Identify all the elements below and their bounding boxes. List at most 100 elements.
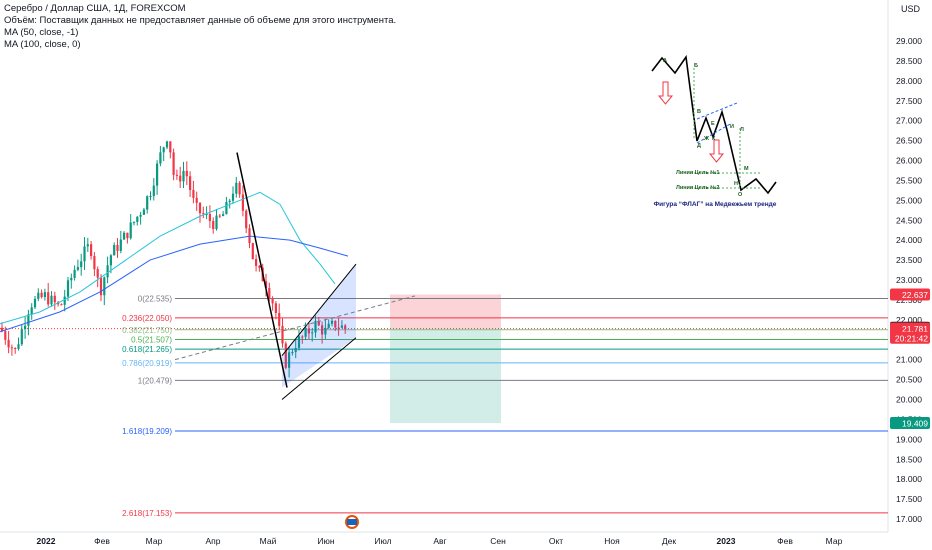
y-tick-label: 27.000	[896, 116, 922, 126]
candle-body	[251, 243, 254, 260]
candle-body	[330, 320, 334, 324]
y-tick-label: 18.000	[896, 474, 922, 484]
candle-body	[66, 280, 70, 297]
candle-body	[175, 174, 178, 176]
y-tick-label: 20.000	[896, 395, 922, 405]
inset-point-label: Н	[734, 181, 738, 187]
y-tick-label: 25.500	[896, 175, 922, 185]
inset-caption: Фигура “ФЛАГ” на Медвежьем тренде	[654, 201, 777, 208]
y-tick-label: 20.500	[896, 375, 922, 385]
inset-point-label: Л	[740, 127, 744, 133]
candle-body	[235, 182, 238, 194]
candle-body	[10, 347, 13, 349]
candle-body	[156, 163, 159, 186]
currency-label: USD	[900, 4, 920, 14]
y-tick-label: 21.000	[896, 355, 922, 365]
fib-level-label: 1(20.479)	[138, 376, 173, 385]
inset-flag-upper	[696, 102, 738, 120]
inset-point-label: А	[663, 58, 667, 64]
y-tick-label: 19.000	[896, 434, 922, 444]
candle-body	[337, 327, 340, 329]
candle-body	[70, 277, 73, 281]
x-tick-label: Окт	[549, 536, 563, 546]
ma-100-line	[0, 235, 349, 333]
candle-body	[109, 255, 112, 266]
candle-body	[271, 298, 274, 304]
candle-body	[334, 320, 337, 328]
candle-body	[129, 222, 132, 239]
candle-body	[314, 320, 317, 333]
candle-body	[50, 295, 53, 305]
candle-body	[169, 141, 172, 153]
volume-note: Объём: Поставщик данных не предоставляет…	[4, 15, 397, 26]
inset-point-label: Ж	[703, 136, 709, 142]
fib-level-label: 0(22.535)	[138, 295, 173, 304]
candle-body	[258, 265, 261, 268]
ma-50-label[interactable]: MA (50, close, -1)	[4, 27, 79, 38]
candle-body	[106, 265, 109, 278]
y-tick-label: 23.500	[896, 255, 922, 265]
candle-body	[222, 214, 225, 217]
inset-down-arrow-1	[657, 81, 674, 105]
candle-body	[228, 200, 231, 202]
candle-body	[0, 327, 4, 332]
inset-point-label: Е	[711, 121, 715, 127]
candle-body	[212, 220, 215, 230]
y-tick-label: 22.000	[896, 315, 922, 325]
candle-body	[142, 209, 145, 215]
candle-body	[205, 214, 208, 216]
price-tag-label: 20:21:42	[895, 333, 928, 343]
inset-target1-label: Линия Цель №1	[676, 170, 719, 176]
y-tick-label: 24.000	[896, 235, 922, 245]
candle-body	[189, 176, 192, 190]
candle-body	[116, 244, 119, 251]
inset-point-label: И	[730, 124, 734, 130]
x-tick-label: Сен	[490, 536, 506, 546]
y-tick-label: 26.000	[896, 156, 922, 166]
candle-body	[17, 344, 20, 349]
y-tick-label: 17.500	[896, 494, 922, 504]
candle-body	[139, 214, 142, 217]
candle-body	[47, 292, 50, 305]
candle-body	[327, 323, 330, 328]
candle-body	[297, 336, 301, 348]
candle-body	[146, 196, 149, 210]
candle-body	[307, 328, 310, 334]
candle-body	[215, 215, 218, 230]
candle-body	[288, 352, 291, 368]
inset-down-arrow-2	[708, 139, 725, 163]
candle-body	[27, 314, 30, 326]
candle-body	[96, 269, 99, 278]
x-tick-label: Апр	[206, 536, 221, 546]
candle-body	[284, 343, 287, 368]
candle-body	[159, 152, 162, 164]
flagpole-line	[236, 152, 288, 388]
x-tick-label: 2022	[37, 536, 56, 546]
fib-level-label: 0.236(22.050)	[122, 314, 172, 323]
x-tick-label: Мар	[146, 536, 163, 546]
inset-point-label: М	[744, 166, 749, 172]
y-tick-label: 28.000	[896, 76, 922, 86]
inset-zigzag	[651, 54, 777, 195]
candle-body	[123, 232, 126, 240]
y-tick-label: 28.500	[896, 56, 922, 66]
candle-body	[76, 267, 79, 270]
fib-level-label: 1.618(19.209)	[122, 427, 172, 436]
symbol-title[interactable]: Серебро / Доллар США, 1Д, FOREXCOM	[4, 3, 186, 14]
inset-target2-label: Линия Цель №2	[676, 185, 719, 191]
chart-legend: Серебро / Доллар США, 1Д, FOREXCOM Объём…	[4, 3, 396, 51]
candle-body	[321, 325, 324, 335]
candle-body	[90, 244, 93, 257]
candle-body	[340, 325, 343, 328]
x-tick-label: Июл	[374, 536, 391, 546]
price-tag-label: 21.781	[902, 324, 928, 334]
y-tick-label: 26.500	[896, 136, 922, 146]
y-tick-label: 18.500	[896, 454, 922, 464]
ma-50-line	[0, 191, 336, 325]
x-tick-label: Фев	[94, 536, 110, 546]
candle-body	[99, 277, 103, 296]
stop-loss-zone	[390, 294, 501, 329]
ma-100-label[interactable]: MA (100, close, 0)	[4, 39, 81, 50]
candle-body	[113, 244, 116, 256]
